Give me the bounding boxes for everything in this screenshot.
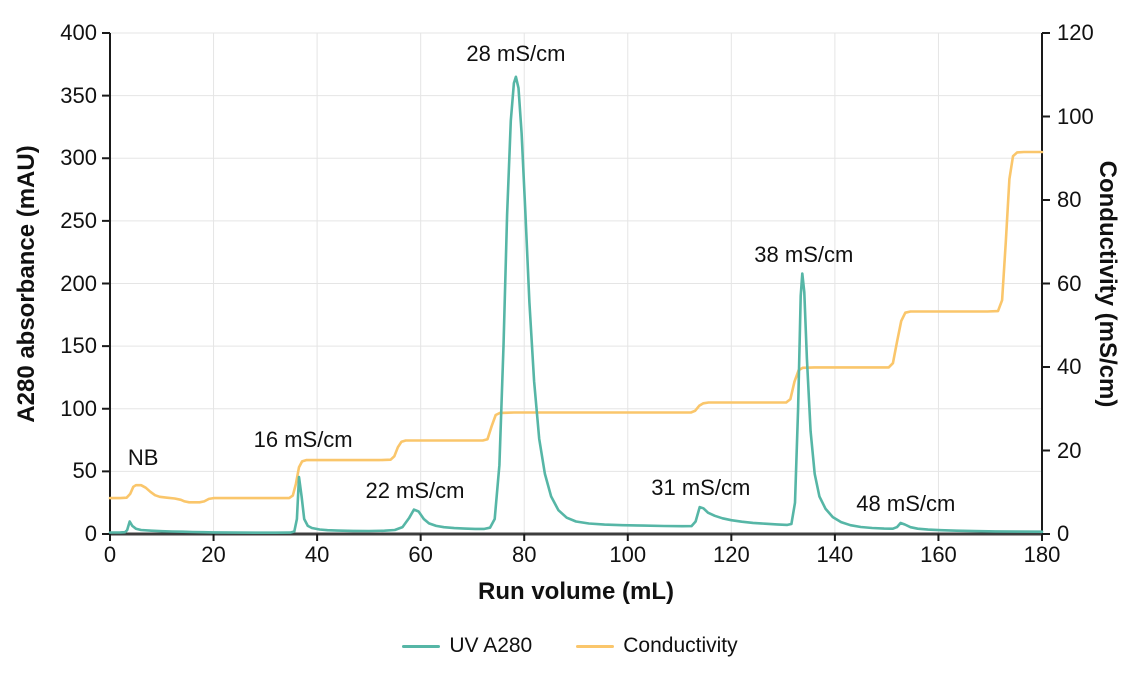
- x-tick-label: 0: [103, 542, 117, 567]
- y-left-axis-title: A280 absorbance (mAU): [13, 145, 40, 423]
- legend-label-uv-a280: UV A280: [449, 634, 533, 657]
- y-left-tick-label: 250: [60, 207, 97, 233]
- peak-annotation: 22 mS/cm: [365, 478, 465, 504]
- y-left-tick-label: 300: [60, 145, 97, 171]
- y-right-tick-label: 20: [1057, 437, 1082, 463]
- y-left-tick-label: 0: [84, 521, 97, 546]
- peak-annotation: 16 mS/cm: [253, 427, 353, 453]
- y-right-axis-title: Conductivity (mS/cm): [1094, 160, 1121, 408]
- x-tick-label: 40: [304, 542, 330, 567]
- uv-a280-line-swatch: [402, 644, 441, 648]
- uv-a280-curve: [108, 75, 1044, 534]
- y-right-tick-label: 120: [1057, 20, 1094, 45]
- conductivity-line-swatch: [576, 644, 615, 648]
- y-right-tick-label: 80: [1057, 187, 1082, 212]
- y-right-tick-label: 40: [1057, 354, 1082, 379]
- x-tick-label: 100: [609, 542, 647, 567]
- legend-item-conductivity: Conductivity: [576, 634, 738, 658]
- peak-annotation: 48 mS/cm: [856, 490, 956, 516]
- y-left-tick-label: 400: [60, 20, 97, 45]
- y-left-tick-label: 100: [60, 395, 97, 421]
- y-left-tick-label: 150: [60, 333, 97, 359]
- y-left-tick-label: 50: [72, 458, 97, 484]
- x-tick-label: 20: [201, 542, 226, 567]
- legend-label-conductivity: Conductivity: [623, 634, 738, 657]
- peak-annotation: 38 mS/cm: [754, 241, 854, 267]
- x-tick-label: 60: [408, 542, 433, 567]
- y-right-tick-label: 100: [1057, 103, 1094, 129]
- conductivity-curve: [108, 150, 1044, 504]
- x-tick-label: 180: [1023, 542, 1061, 567]
- peak-annotation: NB: [127, 444, 159, 470]
- x-tick-label: 140: [816, 542, 854, 567]
- y-right-tick-label: 0: [1057, 521, 1070, 546]
- x-tick-label: 80: [511, 542, 537, 567]
- peak-annotation: 31 mS/cm: [651, 475, 751, 501]
- y-left-tick-label: 200: [60, 270, 97, 296]
- legend: UV A280 Conductivity: [0, 634, 1140, 658]
- y-left-tick-label: 350: [60, 82, 97, 108]
- y-right-tick-label: 60: [1057, 270, 1082, 296]
- legend-item-uv-a280: UV A280: [402, 634, 532, 658]
- x-axis-title: Run volume (mL): [478, 578, 674, 605]
- x-tick-label: 160: [920, 542, 957, 567]
- peak-annotation: 28 mS/cm: [466, 41, 566, 67]
- x-tick-label: 120: [712, 542, 750, 567]
